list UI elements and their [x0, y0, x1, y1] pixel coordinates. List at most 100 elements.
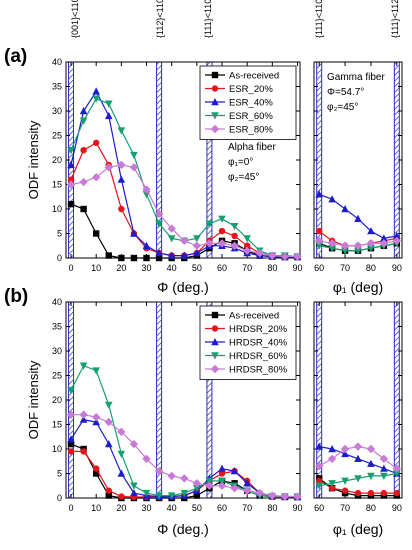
b-alpha-hrdsr-40-point-14 — [243, 479, 251, 487]
a-alpha-esr-20-point-14 — [243, 242, 251, 249]
a-alpha-esr-20-point-2 — [92, 139, 100, 147]
a-alpha-esr-60-point-8 — [167, 235, 176, 243]
b-alpha-hrdsr-80-point-8 — [167, 471, 176, 481]
b-alpha-hrdsr-80-point-12 — [217, 481, 227, 490]
b-alpha-ytick-label-8: 40 — [52, 297, 62, 307]
a-alpha-as-received-point-1 — [80, 205, 87, 213]
b-alpha-hrdsr-80-point-0 — [66, 410, 76, 419]
b-gamma-hrdsr-40-point-1 — [328, 445, 336, 453]
b-gamma-hrdsr-60-point-1 — [328, 480, 336, 488]
a-alpha-esr-40-point-2 — [92, 87, 100, 95]
top-label-111-110-gamma: {111}<110> — [314, 0, 324, 38]
a-alpha-esr-20-point-12 — [218, 227, 226, 235]
legend-a-esr-40-swatch-point-0 — [211, 98, 219, 106]
chart-a-alpha-fiber: 0 10 20 30 40 50 60 70 80 90 0 5 10 15 20 25 30 35 40 — [52, 57, 303, 273]
a-alpha-esr-40-point-1 — [79, 107, 88, 115]
a-alpha-esr-80-point-11 — [205, 239, 214, 248]
legend-b-hrdsr-60-label: HRDSR_60% — [229, 351, 288, 362]
legend-b-as-received-swatch-point-0 — [211, 311, 219, 319]
b-alpha-hrdsr-40-point-2 — [92, 418, 100, 426]
b-gamma-hrdsr-80-point-2 — [340, 444, 350, 454]
a-gamma-esr-20-point-0 — [315, 227, 323, 235]
a-gamma-esr-40-point-6 — [393, 231, 401, 240]
b-alpha-hrdsr-60-point-3 — [104, 401, 113, 409]
b-gamma-hrdsr-60-point-4 — [367, 472, 375, 480]
b-alpha-hrdsr-60-point-2 — [92, 367, 100, 375]
b-gamma-hrdsr-20-point-3 — [354, 489, 362, 497]
a-gamma-esr-60-point-1 — [328, 245, 336, 253]
a-gamma-esr-80-point-1 — [327, 239, 337, 248]
top-label-111-110-alpha: {111}<110> — [203, 0, 213, 38]
a-alpha-esr-40-point-9 — [180, 251, 189, 259]
b-alpha-hrdsr-80-point-9 — [180, 474, 189, 483]
a-gamma-esr-60-point-2 — [341, 247, 349, 255]
a-gamma-esr-40-point-1 — [328, 195, 336, 203]
a-gamma-esr-80-point-2 — [340, 241, 350, 250]
a-alpha-esr-60-point-11 — [205, 220, 214, 228]
chart-a-gamma-fiber: 60 70 80 90 — [313, 61, 403, 273]
b-alpha-hrdsr-80-point-10 — [192, 479, 202, 488]
b-alpha-hrdsr-80-point-2 — [91, 412, 101, 422]
a-alpha-esr-80-point-15 — [255, 248, 264, 258]
legend-a-esr-60-label: ESR_60% — [229, 111, 273, 122]
a-alpha-esr-80-point-12 — [217, 239, 227, 248]
a-gamma-esr-40-point-2 — [341, 205, 349, 213]
legend-a-esr-20-swatch-point-0 — [211, 85, 219, 92]
annotation-gamma-fiber-title: Gamma fiber — [327, 72, 385, 83]
legend-a: As-received ESR_20% ESR_40% ESR_60% ESR_80% — [199, 65, 297, 140]
legend-b-hrdsr-80-swatch-point-0 — [210, 364, 220, 374]
b-alpha-hrdsr-60-point-1 — [79, 362, 88, 370]
b-gamma-hrdsr-20-point-5 — [380, 489, 388, 497]
a-alpha-as-received-point-3 — [105, 252, 112, 259]
b-alpha-xtick-label-3: 30 — [142, 503, 152, 513]
b-alpha-ytick-label-3: 15 — [52, 420, 62, 430]
a-alpha-esr-80-point-2 — [91, 172, 101, 182]
a-alpha-esr-80-point-1 — [79, 177, 88, 187]
b-alpha-xtick-label-8: 80 — [267, 503, 277, 513]
a-alpha-esr-80-point-4 — [117, 160, 126, 170]
b-alpha-xtick-label-9: 90 — [292, 503, 302, 513]
b-gamma-xtick-label-0: 60 — [314, 503, 324, 513]
a-alpha-esr-80-point-18 — [293, 252, 302, 261]
b-alpha-hrdsr-80-point-14 — [242, 486, 252, 495]
a-alpha-esr-40-point-10 — [193, 249, 201, 257]
a-alpha-as-received-point-4 — [118, 254, 125, 262]
a-alpha-as-received-point-0 — [67, 200, 75, 208]
legend-a-as-received-swatch-point-0 — [211, 71, 219, 79]
a-alpha-esr-40-point-3 — [104, 111, 113, 120]
a-alpha-ytick-label-8: 40 — [52, 57, 62, 67]
a-gamma-esr-80-point-6 — [392, 236, 402, 246]
chart-b-gamma-fiber: 60 70 80 90 — [313, 301, 403, 513]
b-alpha-hrdsr-40-point-3 — [104, 440, 113, 448]
a-alpha-xtick-label-8: 80 — [267, 263, 277, 273]
a-gamma-esr-40-point-5 — [380, 234, 388, 242]
legend-a-esr-60-swatch-point-0 — [211, 112, 219, 120]
b-alpha-hrdsr-80-point-5 — [129, 439, 139, 449]
b-gamma-hrdsr-20-point-4 — [367, 489, 375, 497]
a-alpha-xtick-label-9: 90 — [292, 263, 302, 273]
b-alpha-ytick-label-6: 30 — [52, 346, 62, 356]
a-alpha-ytick-label-0: 0 — [57, 253, 62, 263]
a-gamma-esr-60-point-4 — [367, 245, 375, 253]
a-alpha-ytick-label-7: 35 — [52, 82, 62, 92]
a-alpha-esr-60-point-4 — [117, 127, 126, 135]
b-alpha-hrdsr-80-point-17 — [280, 492, 290, 501]
b-alpha-ytick-label-5: 25 — [52, 371, 62, 381]
b-gamma-hrdsr-80-point-5 — [379, 454, 389, 463]
a-gamma-esr-80-point-4 — [366, 239, 376, 248]
a-gamma-esr-60-point-0 — [315, 242, 323, 250]
a-gamma-esr-40-point-4 — [367, 227, 375, 235]
a-alpha-esr-80-point-5 — [129, 163, 139, 172]
annotation-alpha-phi2: φ₂=45° — [228, 172, 259, 183]
a-gamma-esr-40-point-0 — [315, 190, 323, 198]
b-alpha-hrdsr-20-point-4 — [118, 493, 125, 500]
legend-b-hrdsr-60-swatch-point-0 — [211, 352, 219, 360]
a-gamma-xtick-label-3: 90 — [392, 263, 402, 273]
b-alpha-ytick-label-4: 20 — [52, 395, 62, 405]
b-alpha-hrdsr-60-point-0 — [67, 387, 75, 395]
b-alpha-hrdsr-40-point-12 — [218, 464, 226, 472]
legend-b-hrdsr-20-swatch-point-0 — [211, 325, 219, 332]
b-alpha-hrdsr-40-line — [70, 418, 298, 498]
b-gamma-hrdsr-60-point-2 — [341, 477, 349, 485]
